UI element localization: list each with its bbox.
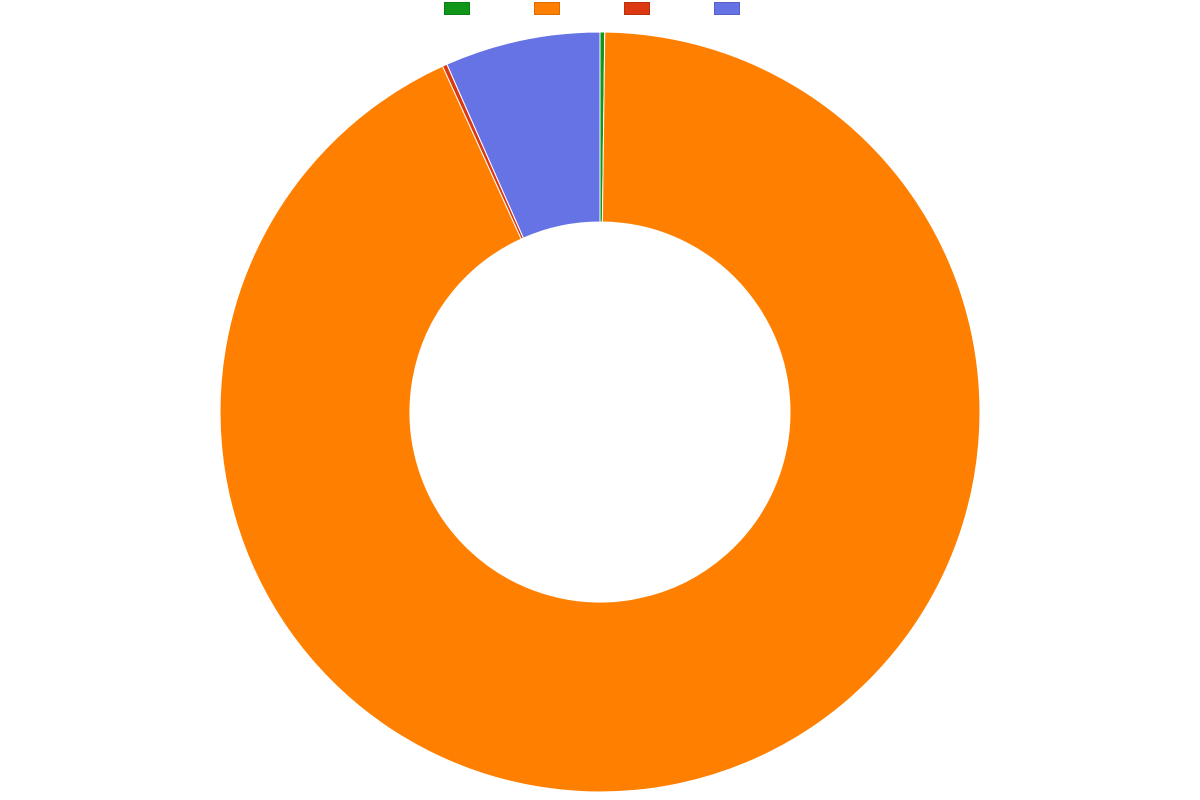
legend-swatch-icon <box>624 2 650 15</box>
legend-item <box>444 2 486 15</box>
chart-legend <box>0 2 1200 15</box>
legend-swatch-icon <box>444 2 470 15</box>
legend-swatch-icon <box>534 2 560 15</box>
legend-item <box>714 2 756 15</box>
legend-swatch-icon <box>714 2 740 15</box>
legend-item <box>534 2 576 15</box>
donut-chart-container <box>0 0 1200 800</box>
donut-slices <box>220 32 980 792</box>
donut-holder <box>0 24 1200 800</box>
legend-item <box>624 2 666 15</box>
donut-svg <box>0 24 1200 800</box>
